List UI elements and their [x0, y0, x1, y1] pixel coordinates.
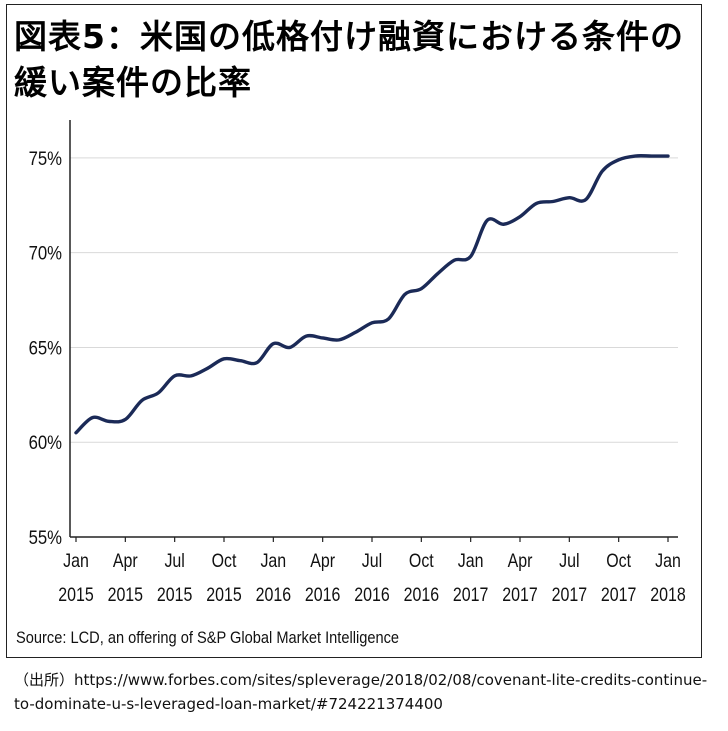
- x-tick-label: Jan: [458, 550, 484, 572]
- y-tick-label: 65%: [29, 337, 63, 358]
- x-tick-label: Oct: [409, 550, 434, 572]
- x-tick-label: 2015: [206, 584, 242, 606]
- x-tick-label: 2015: [108, 584, 144, 606]
- x-tick-label: Jan: [655, 550, 681, 572]
- x-tick-label: Oct: [606, 550, 631, 572]
- x-tick-labels: Jan 2015 Apr 2015 Jul 2015 Oct 2015 Jan 2016 Apr 20…: [58, 550, 685, 606]
- y-tick-label: 75%: [29, 148, 63, 169]
- x-tick-label: 2016: [404, 584, 439, 606]
- x-tick-label: 2016: [354, 584, 389, 606]
- chart-title: 図表5：米国の低格付け融資における条件の緩い案件の比率: [14, 17, 684, 102]
- x-tick-label: Jul: [559, 550, 579, 572]
- y-tick-label: 70%: [29, 243, 63, 264]
- x-tick-label: Oct: [212, 550, 237, 572]
- x-tick-label: 2015: [157, 584, 193, 606]
- x-tick-label: Apr: [508, 550, 533, 572]
- x-tick-label: 2016: [305, 584, 340, 606]
- citation-prefix: （出所）: [14, 671, 75, 689]
- gridlines: [70, 157, 678, 443]
- series-lines: [74, 154, 670, 435]
- y-tick-label: 60%: [29, 432, 63, 453]
- axes: [69, 120, 678, 542]
- series-line: [74, 154, 670, 435]
- y-tick-label: 55%: [29, 527, 63, 548]
- x-tick-label: Apr: [310, 550, 335, 572]
- x-tick-label: 2017: [453, 584, 488, 606]
- x-tick-label: 2017: [552, 584, 587, 606]
- x-tick-label: Jul: [362, 550, 382, 572]
- x-tick-label: Jan: [63, 550, 89, 572]
- x-tick-label: 2015: [58, 584, 94, 606]
- chart-frame: [6, 4, 702, 658]
- x-tick-label: 2017: [502, 584, 537, 606]
- x-tick-label: 2017: [601, 584, 636, 606]
- x-tick-label: 2018: [650, 584, 685, 606]
- x-tick-label: 2016: [256, 584, 291, 606]
- source-note: Source: LCD, an offering of S&P Global M…: [16, 628, 400, 647]
- x-tick-label: Apr: [113, 550, 138, 572]
- citation: （出所）https://www.forbes.com/sites/splever…: [14, 668, 714, 716]
- x-tick-label: Jan: [260, 550, 286, 572]
- x-tick-label: Jul: [164, 550, 184, 572]
- citation-link[interactable]: https://www.forbes.com/sites/spleverage/…: [14, 671, 708, 713]
- y-tick-labels: 55% 60% 65% 70% 75%: [29, 148, 63, 548]
